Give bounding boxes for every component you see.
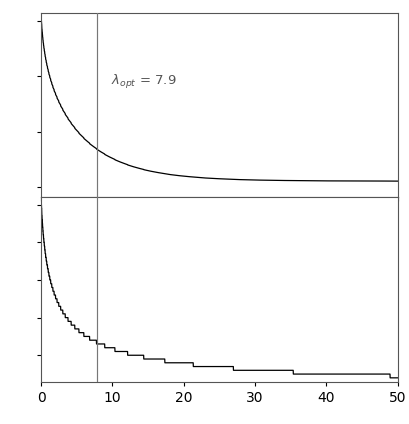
Text: $\lambda_{opt}$ = 7.9: $\lambda_{opt}$ = 7.9 [111, 73, 176, 91]
